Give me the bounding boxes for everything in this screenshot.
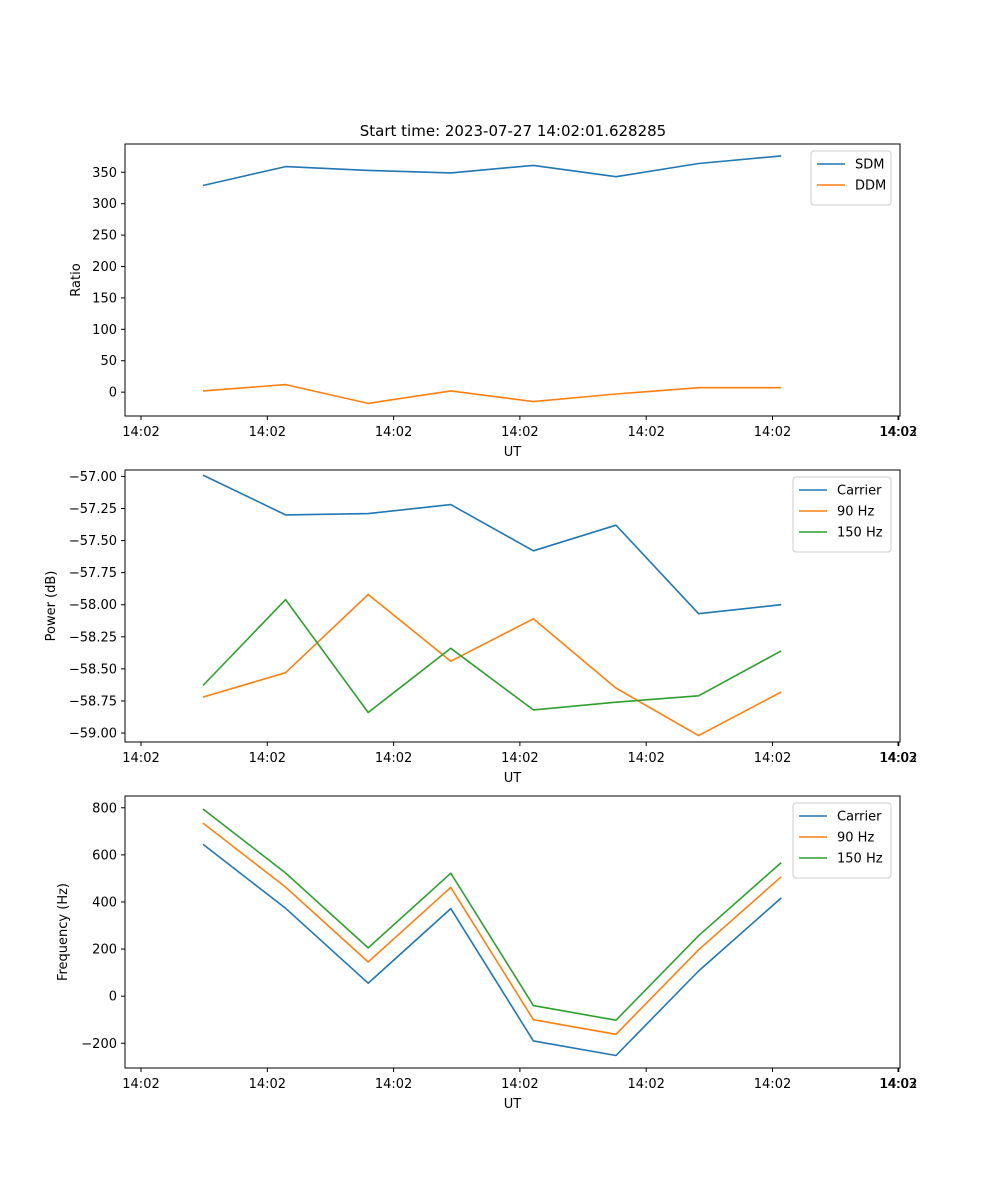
x-tick-label: 14:03	[879, 425, 916, 440]
x-axis-label: UT	[504, 1097, 522, 1112]
legend-label: Carrier	[837, 810, 882, 825]
x-tick-label: 14:02	[627, 1077, 664, 1092]
y-tick-label: 300	[92, 197, 117, 212]
legend-box	[792, 802, 892, 879]
y-tick-label: 200	[92, 943, 117, 958]
x-tick-label: 14:02	[375, 751, 412, 766]
y-tick-label: −57.75	[69, 566, 117, 581]
series-line-ddm	[202, 383, 782, 405]
x-tick-label: 14:02	[501, 751, 538, 766]
x-axis-label: UT	[504, 771, 522, 786]
x-axis-label: UT	[504, 445, 522, 460]
legend-label: 90 Hz	[837, 505, 874, 520]
x-tick-label: 14:02	[627, 751, 664, 766]
legend-label: 90 Hz	[837, 831, 874, 846]
legend-label: 150 Hz	[837, 526, 883, 541]
y-axis-label: Power (dB)	[44, 571, 59, 642]
x-tick-label: 14:02	[375, 425, 412, 440]
y-axis-label: Ratio	[69, 263, 84, 296]
x-tick-label: 14:02	[880, 751, 917, 766]
y-tick-label: 600	[92, 848, 117, 863]
y-tick-label: 0	[109, 990, 117, 1005]
x-tick-label: 14:02	[249, 751, 286, 766]
x-tick-label: 14:03	[879, 751, 916, 766]
series-line-150-hz	[202, 598, 782, 714]
y-tick-label: 800	[92, 801, 117, 816]
axes-frame	[124, 795, 901, 1069]
y-tick-label: 0	[109, 386, 117, 401]
legend-label: SDM	[855, 158, 884, 173]
series-line-90-hz	[202, 593, 782, 737]
x-tick-label: 14:02	[754, 1077, 791, 1092]
legend-label: DDM	[855, 179, 886, 194]
series-line-150-hz	[202, 808, 782, 1022]
x-tick-label: 14:02	[249, 425, 286, 440]
axes-frame	[124, 143, 901, 417]
x-tick-label: 14:02	[880, 425, 917, 440]
chart-panel-2: −57.00 −57.25 −57.50 −57.75 −58.00 −58.25 −58.…	[44, 469, 918, 786]
figure-title: Start time: 2023-07-27 14:02:01.628285	[360, 122, 666, 140]
x-tick-label: 14:02	[375, 1077, 412, 1092]
y-tick-label: −58.25	[69, 630, 117, 645]
legend-label: 150 Hz	[837, 852, 883, 867]
x-tick-label: 14:02	[754, 425, 791, 440]
y-tick-label: −59.00	[69, 727, 117, 742]
y-tick-label: 250	[92, 229, 117, 244]
series-line-sdm	[202, 155, 782, 187]
series-line-carrier	[202, 843, 782, 1057]
x-tick-label: 14:02	[627, 425, 664, 440]
x-tick-label: 14:02	[501, 1077, 538, 1092]
y-tick-label: 150	[92, 291, 117, 306]
y-tick-label: −58.50	[69, 662, 117, 677]
legend-box	[792, 476, 892, 553]
series-line-carrier	[202, 474, 782, 615]
y-tick-label: −200	[81, 1037, 117, 1052]
y-tick-label: −58.00	[69, 598, 117, 613]
y-axis-label: Frequency (Hz)	[56, 883, 71, 981]
y-tick-label: 400	[92, 895, 117, 910]
x-tick-label: 14:02	[122, 1077, 159, 1092]
y-tick-label: −57.50	[69, 534, 117, 549]
legend: Carrier 90 Hz 150 Hz	[792, 802, 892, 879]
x-tick-label: 14:02	[122, 425, 159, 440]
y-tick-label: 200	[92, 260, 117, 275]
series-line-90-hz	[202, 822, 782, 1036]
x-tick-label: 14:02	[249, 1077, 286, 1092]
legend: SDM DDM	[810, 150, 892, 206]
y-tick-label: −58.75	[69, 694, 117, 709]
axes-frame	[124, 469, 901, 743]
y-tick-label: 350	[92, 166, 117, 181]
x-tick-label: 14:02	[754, 751, 791, 766]
legend: Carrier 90 Hz 150 Hz	[792, 476, 892, 553]
x-tick-label: 14:02	[122, 751, 159, 766]
y-tick-label: 100	[92, 323, 117, 338]
x-tick-label: 14:03	[879, 1077, 916, 1092]
legend-label: Carrier	[837, 484, 882, 499]
y-tick-label: −57.25	[69, 502, 117, 517]
y-tick-label: −57.00	[69, 470, 117, 485]
x-tick-label: 14:02	[501, 425, 538, 440]
x-tick-label: 14:02	[880, 1077, 917, 1092]
y-tick-label: 50	[100, 354, 117, 369]
